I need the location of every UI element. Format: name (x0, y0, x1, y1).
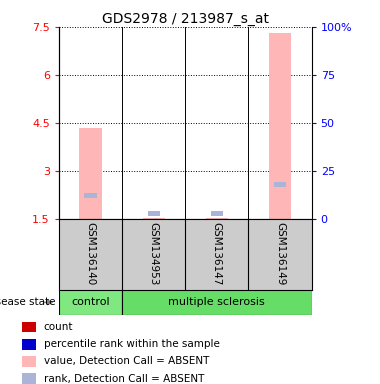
Text: multiple sclerosis: multiple sclerosis (168, 297, 265, 308)
Bar (269, 33, 291, 219)
Text: GSM136147: GSM136147 (212, 222, 222, 286)
Bar (22, 373, 36, 384)
Bar (211, 211, 223, 215)
Bar (22, 339, 36, 349)
Bar (147, 211, 160, 215)
Bar (84, 194, 97, 198)
Title: GDS2978 / 213987_s_at: GDS2978 / 213987_s_at (102, 12, 269, 26)
Bar (22, 321, 36, 332)
Text: value, Detection Call = ABSENT: value, Detection Call = ABSENT (43, 356, 209, 366)
Bar (274, 182, 286, 187)
Text: GSM136149: GSM136149 (275, 222, 285, 286)
Bar (206, 218, 228, 219)
Text: rank, Detection Call = ABSENT: rank, Detection Call = ABSENT (43, 374, 204, 384)
Bar (79, 127, 101, 219)
Bar (142, 218, 165, 219)
Bar (59, 290, 122, 315)
Bar (122, 290, 312, 315)
Text: GSM136140: GSM136140 (86, 222, 95, 286)
Text: disease state: disease state (0, 297, 55, 308)
Text: count: count (43, 322, 73, 332)
Text: control: control (71, 297, 110, 308)
Text: GSM134953: GSM134953 (149, 222, 159, 286)
Bar (22, 356, 36, 367)
Text: percentile rank within the sample: percentile rank within the sample (43, 339, 219, 349)
